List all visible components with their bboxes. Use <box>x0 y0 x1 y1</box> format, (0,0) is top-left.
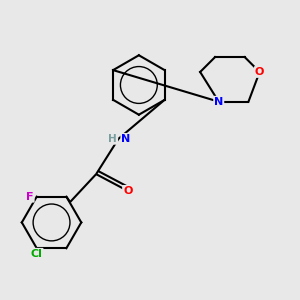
Text: F: F <box>26 192 34 202</box>
Text: N: N <box>121 134 130 144</box>
Text: H: H <box>109 134 117 144</box>
Text: Cl: Cl <box>31 249 43 259</box>
Text: O: O <box>123 186 132 196</box>
Text: O: O <box>255 67 264 77</box>
Text: N: N <box>214 97 224 107</box>
